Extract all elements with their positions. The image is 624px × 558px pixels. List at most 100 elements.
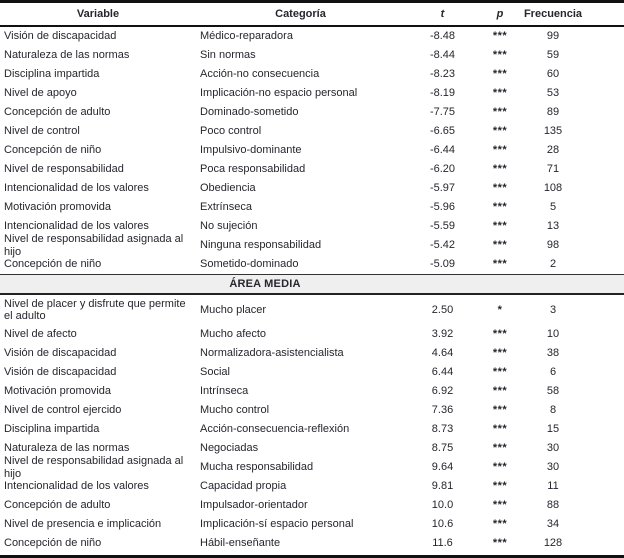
cell-p-significance: * bbox=[497, 303, 503, 316]
cell-variable: Naturaleza de las normas bbox=[4, 442, 130, 454]
cell-frecuencia: 2 bbox=[549, 258, 557, 270]
cell-frecuencia: 128 bbox=[543, 537, 563, 549]
cell-p-significance: *** bbox=[492, 423, 508, 435]
cell-t-value: -6.44 bbox=[429, 144, 456, 156]
table-row: Naturaleza de las normas Negociadas 8.75 **… bbox=[0, 439, 624, 458]
table-row: Nivel de responsabilidad Poca responsabil… bbox=[0, 160, 624, 179]
section-header-area-media: ÁREA MEDIA bbox=[0, 274, 624, 295]
table-row: Visión de discapacidad Social 6.44 *** 6 bbox=[0, 363, 624, 382]
cell-frecuencia: 60 bbox=[546, 68, 560, 80]
cell-t-value: 9.81 bbox=[431, 480, 454, 492]
cell-categoria: Extrínseca bbox=[200, 201, 252, 213]
cell-variable: Intencionalidad de los valores bbox=[4, 220, 149, 232]
cell-variable: Visión de discapacidad bbox=[4, 347, 117, 359]
cell-t-value: -8.44 bbox=[429, 49, 456, 61]
cell-p-significance: *** bbox=[492, 480, 508, 492]
cell-variable: Naturaleza de las normas bbox=[4, 49, 130, 61]
cell-variable: Nivel de control ejercido bbox=[4, 404, 122, 416]
table-row: Nivel de afecto Mucho afecto 3.92 *** 10 bbox=[0, 325, 624, 344]
cell-t-value: 6.92 bbox=[431, 385, 454, 397]
cell-variable: Motivación promovida bbox=[4, 385, 111, 397]
cell-t-value: -6.20 bbox=[429, 163, 456, 175]
cell-categoria: Obediencia bbox=[200, 182, 256, 194]
cell-t-value: 11.6 bbox=[432, 537, 453, 549]
column-header-frecuencia: Frecuencia bbox=[523, 7, 583, 20]
cell-categoria: Normalizadora-asistencialista bbox=[200, 347, 344, 359]
cell-t-value: -6.65 bbox=[429, 125, 456, 137]
cell-t-value: -5.09 bbox=[429, 258, 456, 270]
cell-t-value: -8.23 bbox=[429, 68, 456, 80]
cell-frecuencia: 6 bbox=[549, 366, 557, 378]
cell-variable: Motivación promovida bbox=[4, 201, 111, 213]
cell-t-value: 10.6 bbox=[431, 518, 454, 530]
cell-variable: Intencionalidad de los valores bbox=[4, 480, 149, 492]
cell-categoria: Dominado-sometido bbox=[200, 106, 299, 118]
cell-p-significance: *** bbox=[492, 328, 508, 340]
table-row: Nivel de apoyo Implicación-no espacio per… bbox=[0, 84, 624, 103]
cell-t-value: 3.92 bbox=[431, 328, 454, 340]
cell-p-significance: *** bbox=[492, 49, 508, 61]
cell-t-value: -8.48 bbox=[429, 30, 456, 42]
cell-variable: Concepción de niño bbox=[4, 537, 102, 549]
cell-t-value: 9.64 bbox=[431, 461, 454, 473]
cell-frecuencia: 89 bbox=[546, 106, 560, 118]
table-row: Visión de discapacidad Normalizadora-asis… bbox=[0, 344, 624, 363]
cell-t-value: 2.50 bbox=[431, 303, 454, 316]
cell-p-significance: *** bbox=[492, 239, 508, 251]
cell-frecuencia: 13 bbox=[546, 220, 560, 232]
cell-t-value: 8.73 bbox=[431, 423, 454, 435]
cell-t-value: -5.97 bbox=[429, 182, 456, 194]
cell-p-significance: *** bbox=[492, 201, 508, 213]
cell-frecuencia: 38 bbox=[546, 347, 560, 359]
cell-categoria: Capacidad propia bbox=[200, 480, 287, 492]
table-row: Concepción de niño Impulsivo-dominante -6.… bbox=[0, 141, 624, 160]
cell-categoria: Hábil-enseñante bbox=[200, 537, 281, 549]
table-header-row: Variable Categoría t p Frecuencia bbox=[0, 3, 624, 27]
table-section-area-media-rows: Nivel de placer y disfrute que permite e… bbox=[0, 295, 624, 553]
cell-t-value: -5.59 bbox=[429, 220, 456, 232]
cell-p-significance: *** bbox=[492, 258, 508, 270]
column-header-categoria: Categoría bbox=[275, 7, 326, 20]
table-row: Nivel de responsabilidad asignada al hij… bbox=[0, 233, 624, 258]
cell-variable: Nivel de placer y disfrute que permite e… bbox=[4, 298, 186, 322]
cell-variable: Concepción de niño bbox=[4, 258, 102, 270]
cell-variable: Nivel de responsabilidad bbox=[4, 163, 124, 175]
cell-categoria: Poca responsabilidad bbox=[200, 163, 306, 175]
table-row: Visión de discapacidad Médico-reparadora -… bbox=[0, 27, 624, 46]
cell-frecuencia: 10 bbox=[546, 328, 560, 340]
cell-categoria: Implicación-no espacio personal bbox=[200, 87, 358, 99]
cell-categoria: Social bbox=[200, 366, 230, 378]
table-row: Motivación promovida Intrínseca 6.92 *** 58 bbox=[0, 382, 624, 401]
cell-p-significance: *** bbox=[492, 30, 508, 42]
table-row: Naturaleza de las normas Sin normas -8.44 *… bbox=[0, 46, 624, 65]
table-row: Intencionalidad de los valores Capacidad … bbox=[0, 477, 624, 496]
cell-p-significance: *** bbox=[492, 144, 508, 156]
cell-variable: Nivel de apoyo bbox=[4, 87, 77, 99]
cell-p-significance: *** bbox=[492, 182, 508, 194]
cell-p-significance: *** bbox=[492, 125, 508, 137]
cell-categoria: Acción-no consecuencia bbox=[200, 68, 320, 80]
section-header-label: ÁREA MEDIA bbox=[229, 278, 301, 290]
cell-categoria: Negociadas bbox=[200, 442, 259, 454]
cell-categoria: Ninguna responsabilidad bbox=[200, 239, 322, 251]
cell-categoria: Sometido-dominado bbox=[200, 258, 299, 270]
cell-t-value: -8.19 bbox=[429, 87, 456, 99]
table-row: Nivel de presencia e implicación Implicac… bbox=[0, 515, 624, 534]
cell-frecuencia: 8 bbox=[549, 404, 557, 416]
cell-p-significance: *** bbox=[492, 518, 508, 530]
table-row: Disciplina impartida Acción-no consecuenc… bbox=[0, 65, 624, 84]
cell-variable: Visión de discapacidad bbox=[4, 366, 117, 378]
cell-p-significance: *** bbox=[492, 537, 508, 549]
cell-variable: Nivel de control bbox=[4, 125, 80, 137]
cell-categoria: No sujeción bbox=[200, 220, 258, 232]
cell-p-significance: *** bbox=[492, 163, 508, 175]
cell-frecuencia: 59 bbox=[546, 49, 560, 61]
cell-t-value: -5.96 bbox=[429, 201, 456, 213]
cell-t-value: 6.44 bbox=[431, 366, 454, 378]
cell-categoria: Intrínseca bbox=[200, 385, 249, 397]
cell-p-significance: *** bbox=[492, 366, 508, 378]
cell-frecuencia: 15 bbox=[546, 423, 560, 435]
cell-categoria: Médico-reparadora bbox=[200, 30, 293, 42]
cell-variable: Concepción de adulto bbox=[4, 499, 111, 511]
table-row: Concepción de niño Hábil-enseñante 11.6 ***… bbox=[0, 534, 624, 553]
